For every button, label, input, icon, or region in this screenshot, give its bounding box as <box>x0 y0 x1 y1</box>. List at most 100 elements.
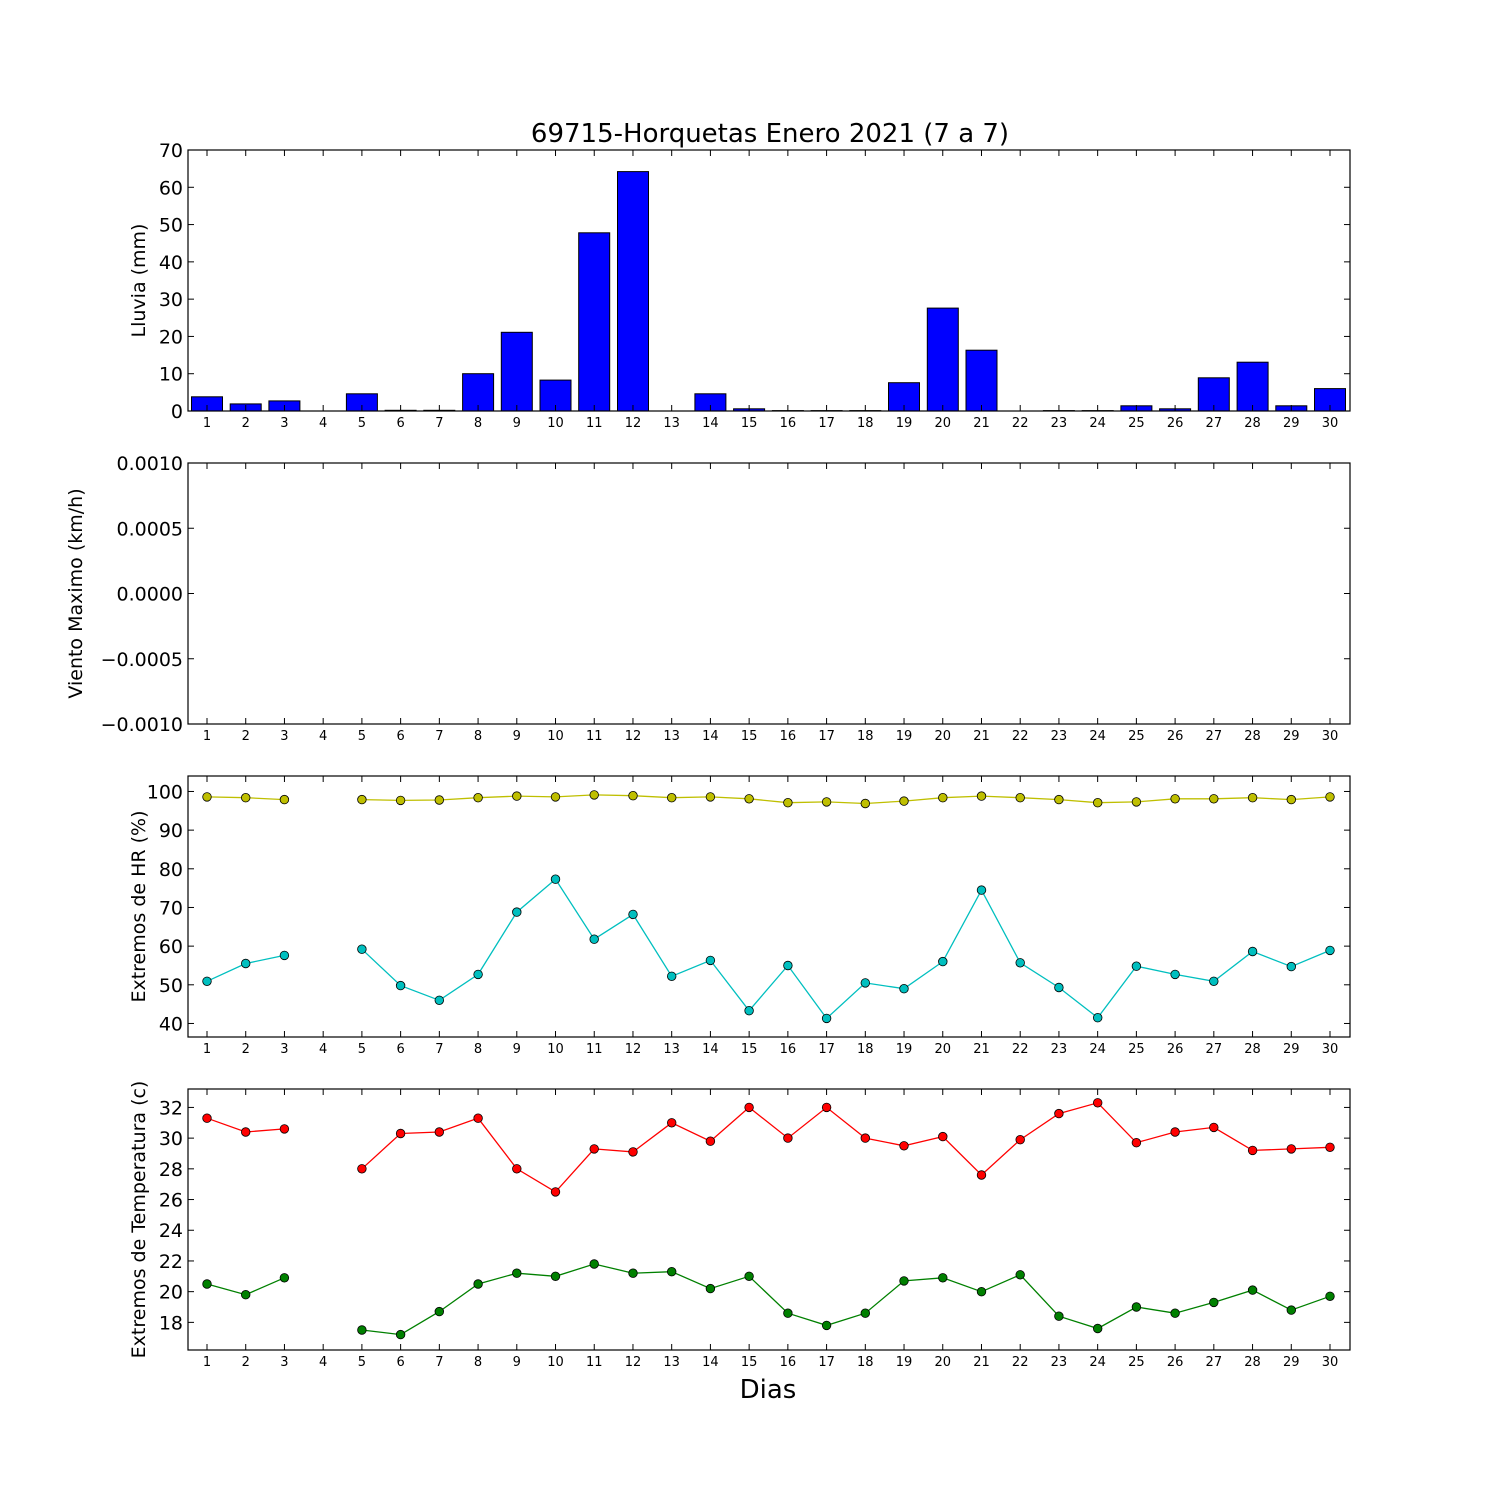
data-point <box>667 1266 677 1277</box>
x-tick-label: 7 <box>435 1042 443 1057</box>
y-tick-label: 70 <box>159 140 183 162</box>
data-point <box>434 1306 445 1317</box>
x-tick-label: 8 <box>474 729 482 744</box>
y-tick-label: 26 <box>159 1190 183 1212</box>
data-point <box>202 976 212 987</box>
bar <box>617 171 649 412</box>
x-tick-label: 20 <box>934 1042 951 1057</box>
x-tick-label: 29 <box>1283 1355 1300 1370</box>
data-point <box>550 1187 561 1197</box>
data-point <box>1054 1108 1064 1119</box>
data-point <box>1286 794 1297 805</box>
x-tick-label: 14 <box>702 1042 719 1057</box>
x-tick-label: 14 <box>702 416 719 431</box>
data-point <box>938 956 948 967</box>
x-tick-label: 12 <box>625 1355 642 1370</box>
data-point <box>550 792 561 802</box>
data-point <box>1247 1145 1258 1156</box>
y-tick-label: 30 <box>159 1128 183 1150</box>
y-tick-label: 0.0005 <box>117 518 183 540</box>
data-point <box>1054 982 1064 993</box>
data-point <box>899 1276 909 1286</box>
data-point <box>1015 1270 1025 1280</box>
data-point <box>1209 794 1219 804</box>
data-point <box>1325 792 1335 802</box>
x-tick-label: 11 <box>586 416 603 431</box>
x-tick-label: 14 <box>702 1355 719 1370</box>
x-tick-label: 3 <box>280 729 288 744</box>
data-point <box>1015 958 1025 968</box>
y-tick-label: 10 <box>159 364 183 386</box>
x-tick-label: 5 <box>358 416 366 431</box>
x-tick-label: 9 <box>513 729 521 744</box>
x-tick-label: 20 <box>934 729 951 744</box>
data-point <box>1247 793 1258 803</box>
data-point <box>783 798 793 808</box>
x-tick-label: 10 <box>547 1355 564 1370</box>
x-tick-label: 7 <box>435 729 443 744</box>
data-point <box>667 1118 677 1128</box>
x-tick-label: 29 <box>1283 1042 1300 1057</box>
x-tick-label: 22 <box>1012 416 1029 431</box>
bar <box>500 331 533 412</box>
x-tick-label: 20 <box>934 1355 951 1370</box>
x-tick-label: 28 <box>1244 729 1261 744</box>
x-tick-label: 3 <box>280 1042 288 1057</box>
x-tick-label: 18 <box>857 729 874 744</box>
x-tick-label: 17 <box>818 1355 835 1370</box>
x-tick-label: 2 <box>242 729 250 744</box>
x-tick-label: 27 <box>1206 729 1223 744</box>
x-tick-label: 24 <box>1089 416 1106 431</box>
x-tick-label: 17 <box>818 1042 835 1057</box>
data-point <box>1092 1013 1103 1023</box>
series-temp-1 <box>202 1259 1335 1340</box>
x-tick-label: 16 <box>780 1355 797 1370</box>
x-tick-label: 2 <box>242 1355 250 1370</box>
data-point <box>473 1279 483 1289</box>
data-point <box>744 1271 754 1282</box>
data-point <box>1325 945 1335 956</box>
y-axis-label: Viento Maximo (km/h) <box>65 488 87 698</box>
data-point <box>357 944 367 954</box>
x-tick-label: 16 <box>780 729 797 744</box>
x-tick-label: 6 <box>396 1042 404 1057</box>
data-point <box>628 1147 638 1157</box>
x-tick-label: 9 <box>513 1042 521 1057</box>
x-tick-label: 9 <box>513 416 521 431</box>
data-point <box>279 1124 290 1134</box>
data-point <box>1170 969 1180 980</box>
x-tick-label: 18 <box>857 1042 874 1057</box>
x-tick-label: 23 <box>1051 729 1068 744</box>
y-tick-label: 40 <box>159 252 183 274</box>
data-point <box>1092 798 1103 808</box>
y-tick-label: 80 <box>159 859 183 881</box>
y-tick-label: 28 <box>159 1159 183 1181</box>
x-tick-label: 19 <box>896 1355 913 1370</box>
data-point <box>628 909 638 920</box>
data-point <box>744 1102 754 1113</box>
data-point <box>705 955 716 966</box>
x-tick-label: 22 <box>1012 1355 1029 1370</box>
x-tick-label: 3 <box>280 1355 288 1370</box>
data-point <box>976 885 987 895</box>
x-axis-label: Dias <box>740 1375 797 1405</box>
x-tick-label: 30 <box>1322 416 1339 431</box>
y-tick-label: 22 <box>159 1251 183 1273</box>
x-tick-label: 8 <box>474 1042 482 1057</box>
x-tick-label: 7 <box>435 1355 443 1370</box>
y-axis-label: Extremos de Temperatura (c) <box>128 1081 150 1359</box>
x-tick-label: 29 <box>1283 729 1300 744</box>
data-point <box>1092 1323 1103 1334</box>
x-tick-label: 1 <box>203 1042 211 1057</box>
x-tick-label: 26 <box>1167 1355 1184 1370</box>
data-point <box>512 907 522 917</box>
data-point <box>705 1283 716 1294</box>
y-tick-label: 20 <box>159 326 183 348</box>
x-tick-label: 28 <box>1244 1042 1261 1057</box>
x-tick-label: 8 <box>474 1355 482 1370</box>
bar <box>965 349 998 412</box>
y-tick-label: 30 <box>159 289 183 311</box>
x-tick-label: 28 <box>1244 1355 1261 1370</box>
x-tick-label: 21 <box>973 416 990 431</box>
